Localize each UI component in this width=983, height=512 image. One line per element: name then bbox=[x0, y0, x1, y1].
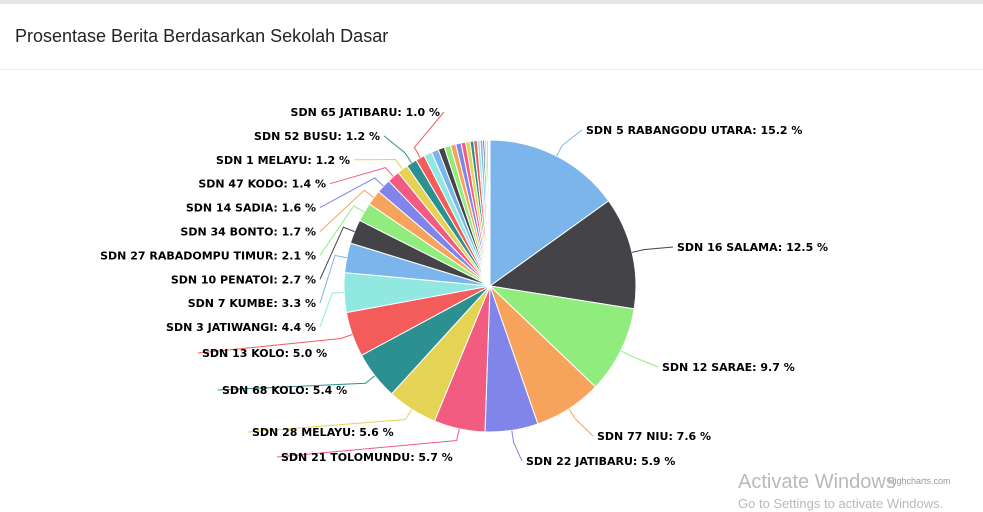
label-connector bbox=[319, 189, 375, 232]
data-label: SDN 12 SARAE: 9.7 % bbox=[662, 361, 795, 374]
label-connector bbox=[620, 350, 659, 368]
data-label: SDN 21 TOLOMUNDU: 5.7 % bbox=[281, 451, 453, 464]
label-connector bbox=[319, 226, 355, 280]
data-label: SDN 3 JATIWANGI: 4.4 % bbox=[166, 321, 316, 334]
label-connector bbox=[319, 292, 345, 328]
data-label: SDN 68 KOLO: 5.4 % bbox=[222, 384, 347, 397]
label-connector bbox=[511, 430, 523, 462]
label-connector bbox=[413, 111, 445, 159]
data-label: SDN 28 MELAYU: 5.6 % bbox=[252, 426, 394, 439]
label-connector bbox=[319, 205, 365, 256]
pie-slice[interactable] bbox=[488, 139, 491, 287]
data-label: SDN 16 SALAMA: 12.5 % bbox=[677, 241, 828, 254]
label-connector bbox=[319, 254, 347, 304]
data-label: SDN 22 JATIBARU: 5.9 % bbox=[526, 455, 675, 468]
label-connector bbox=[631, 246, 674, 253]
data-label: SDN 34 BONTO: 1.7 % bbox=[180, 226, 316, 239]
label-connector bbox=[319, 177, 384, 209]
data-label: SDN 47 KODO: 1.4 % bbox=[198, 178, 326, 191]
pie-slice[interactable] bbox=[488, 285, 635, 388]
label-connector bbox=[197, 334, 353, 354]
watermark-subtitle: Go to Settings to activate Windows. bbox=[738, 496, 944, 511]
label-connector bbox=[556, 129, 583, 157]
label-connector bbox=[247, 409, 413, 433]
label-connector bbox=[329, 167, 394, 185]
data-label: SDN 5 RABANGODU UTARA: 15.2 % bbox=[586, 124, 802, 137]
label-connectors bbox=[197, 111, 674, 462]
data-label: SDN 27 RABADOMPU TIMUR: 2.1 % bbox=[100, 249, 316, 262]
pie-chart: SDN 5 RABANGODU UTARA: 15.2 % SDN 16 SALA… bbox=[100, 106, 951, 486]
highcharts-credits[interactable]: Highcharts.com bbox=[888, 476, 951, 486]
label-connector bbox=[383, 135, 412, 164]
activate-windows-watermark: Activate Windows Go to Settings to activ… bbox=[738, 470, 943, 512]
data-label: SDN 13 KOLO: 5.0 % bbox=[202, 347, 327, 360]
pie-slice[interactable] bbox=[489, 139, 610, 287]
data-label: SDN 1 MELAYU: 1.2 % bbox=[216, 154, 350, 167]
pie-slices bbox=[343, 139, 637, 433]
data-label: SDN 65 JATIBARU: 1.0 % bbox=[291, 106, 440, 119]
data-labels: SDN 5 RABANGODU UTARA: 15.2 % SDN 16 SALA… bbox=[100, 106, 828, 468]
top-bar bbox=[0, 0, 983, 4]
watermark-title: Activate Windows bbox=[738, 471, 896, 493]
pie-slice[interactable] bbox=[488, 200, 637, 310]
page-title: Prosentase Berita Berdasarkan Sekolah Da… bbox=[15, 26, 389, 46]
label-connector bbox=[276, 428, 460, 458]
label-connector bbox=[568, 408, 594, 437]
data-label: SDN 77 NIU: 7.6 % bbox=[597, 430, 711, 443]
chart-area: SDN 5 RABANGODU UTARA: 15.2 % SDN 16 SALA… bbox=[0, 70, 983, 509]
label-connector bbox=[217, 375, 376, 391]
label-connector bbox=[353, 158, 403, 170]
data-label: SDN 52 BUSU: 1.2 % bbox=[254, 130, 380, 143]
data-label: SDN 10 PENATOI: 2.7 % bbox=[171, 273, 316, 286]
card-header: Prosentase Berita Berdasarkan Sekolah Da… bbox=[0, 4, 983, 70]
data-label: SDN 7 KUMBE: 3.3 % bbox=[188, 297, 316, 310]
data-label: SDN 14 SADIA: 1.6 % bbox=[186, 202, 316, 215]
